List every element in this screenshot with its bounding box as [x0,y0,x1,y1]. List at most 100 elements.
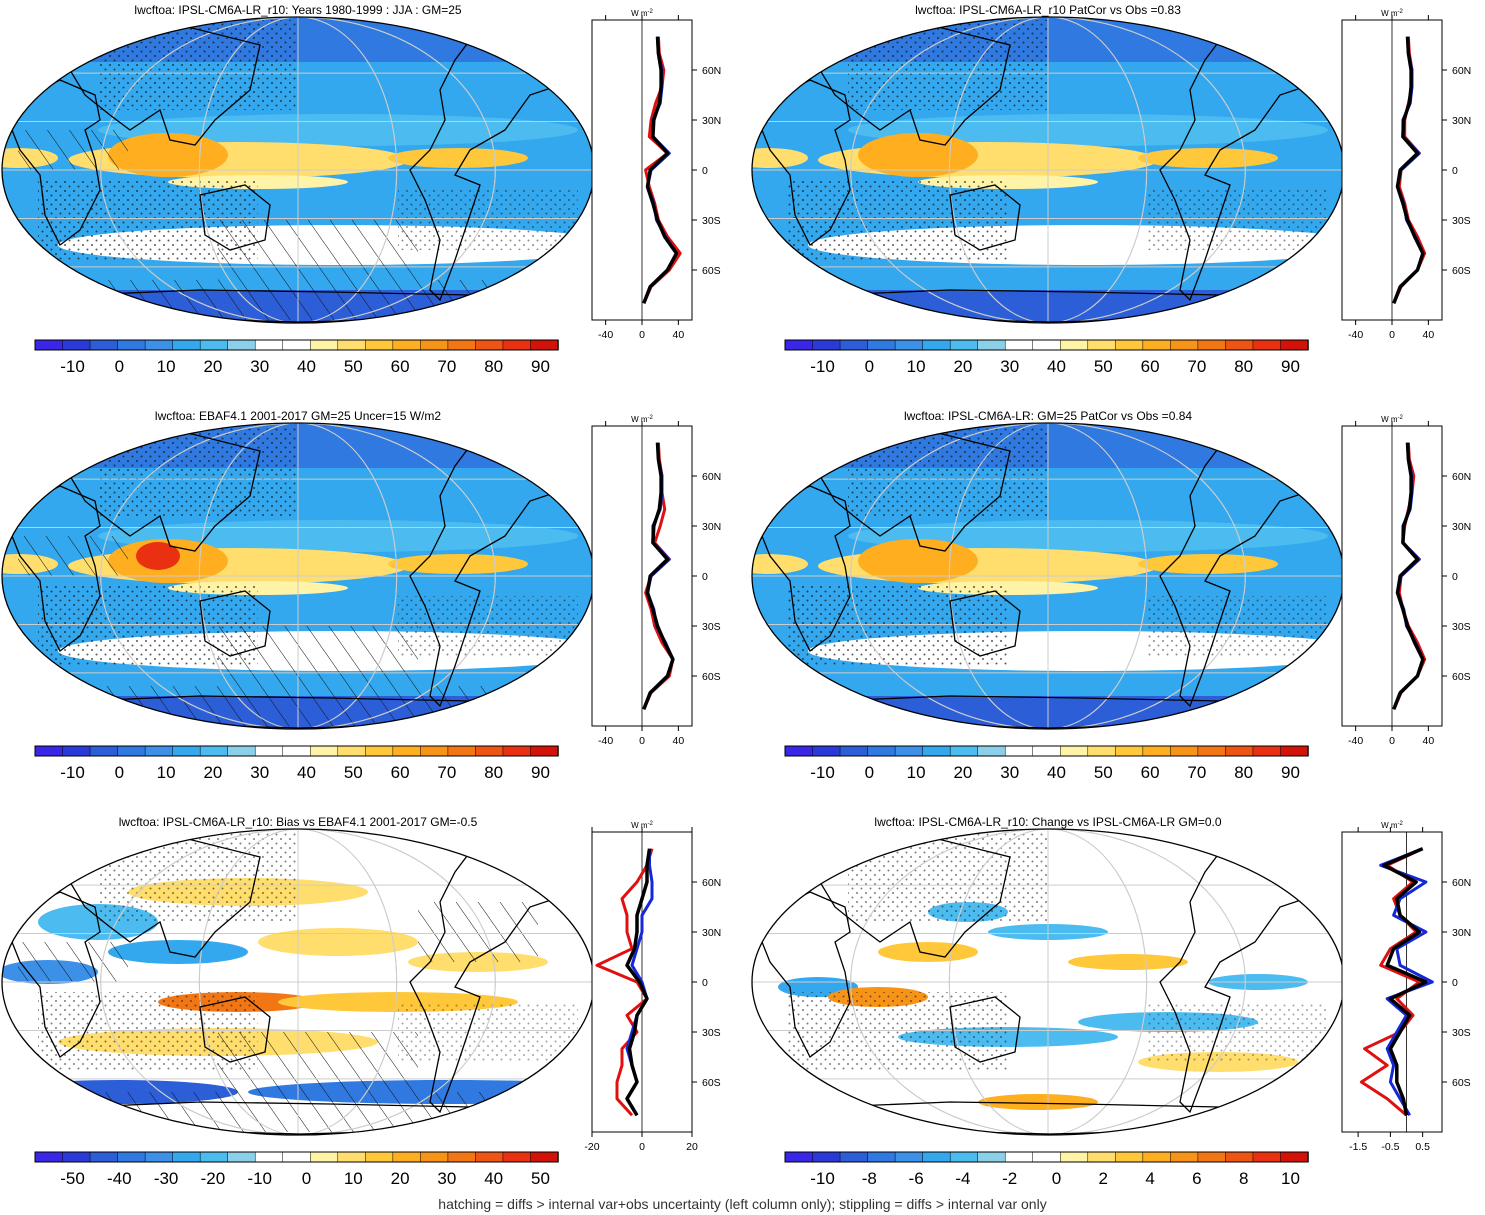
colorbar-swatch [1004,1151,1034,1163]
coastline-outline [809,836,1011,958]
coastline-outline [9,485,101,652]
colorbar-swatch [1032,745,1062,757]
colorbar-label: 80 [484,763,503,782]
colorbar-label: 50 [1094,357,1113,376]
colorbar-label: 70 [437,763,456,782]
colorbar-label: 90 [1281,763,1300,782]
colorbar: -10 -8 -6 -4 -2 0 2 4 6 8 10 [784,1151,1309,1188]
colorbar-swatch [812,339,841,351]
profile-x-label: 0 [639,735,645,747]
colorbar-label: 40 [1047,763,1066,782]
profile-x-label: -40 [598,735,613,747]
colorbar-label: 20 [203,763,222,782]
profile-x-label: -1.5 [1349,1141,1367,1153]
colorbar-swatch [1225,1151,1254,1163]
colorbar-label: 50 [344,357,363,376]
profile-x-label: -20 [584,1141,599,1153]
colorbar-label: -10 [810,357,835,376]
profile-line-model [595,848,654,1117]
colorbar-swatch [420,1151,449,1163]
gridline-lon [850,17,1246,323]
colorbar-label: 0 [865,357,874,376]
profile-x-label: -0.5 [1381,1141,1399,1153]
colorbar-swatch [62,1151,91,1163]
colorbar-swatch [812,745,841,757]
profile-x-label: 40 [673,329,685,341]
colorbar-frame [784,745,1309,757]
profile-line-model [1359,847,1424,1117]
profile-unit-exp: -2 [1398,821,1404,827]
colorbar-label: 50 [344,763,363,782]
field-max [136,542,180,570]
field-band-arctic [2,423,594,468]
colorbar-label: 6 [1192,1169,1201,1188]
profile-unit: W m-2 [631,821,653,830]
colorbar: -10 0 10 20 30 40 50 60 70 80 90 [34,339,559,376]
colorbar-swatch [502,745,532,757]
colorbar-label: 2 [1099,1169,1108,1188]
colorbar-swatch [1004,339,1034,351]
profile-x-label: 0 [1389,329,1395,341]
profile-unit: W m-2 [631,9,653,18]
colorbar-label: 10 [157,357,176,376]
colorbar-label: 90 [1281,357,1300,376]
coastline-outline [949,996,1021,1063]
map-title: lwcftoa: EBAF4.1 2001-2017 GM=25 Uncer=1… [155,409,441,423]
colorbar-label: 80 [1234,763,1253,782]
coastline-outline [59,836,261,958]
colorbar-swatch [447,1151,477,1163]
colorbar-swatch [254,745,284,757]
colorbar-swatch [1060,339,1089,351]
colorbar-swatch [1087,1151,1117,1163]
colorbar-swatch [1060,745,1089,757]
profile-unit-exp: -2 [648,821,654,827]
colorbar-label: 70 [1187,357,1206,376]
colorbar-swatch [365,745,394,757]
colorbar-swatch [502,339,532,351]
colorbar-swatch [502,1151,532,1163]
profile-lat-label: 60S [702,671,721,683]
colorbar-swatch [34,339,64,351]
hatch-region [218,1032,418,1092]
map-panel: lwcftoa: IPSL-CM6A-LR: GM=25 PatCor vs O… [751,409,1345,782]
colorbar-swatch [392,339,422,351]
gridline-lon [198,829,398,1135]
colorbar-label: 40 [297,763,316,782]
profile-lat-label: 30S [702,621,721,633]
colorbar-label: 60 [391,357,410,376]
map-panel: lwcftoa: EBAF4.1 2001-2017 GM=25 Uncer=1… [1,409,595,782]
profile-unit-exp: -2 [648,415,654,421]
colorbar-label: 30 [437,1169,456,1188]
profile-x-label: 40 [1423,735,1435,747]
colorbar-swatch [310,745,339,757]
colorbar-swatch [447,745,477,757]
colorbar-swatch [420,339,449,351]
colorbar-swatch [867,339,896,351]
colorbar-label: 20 [953,763,972,782]
map-panel: lwcftoa: IPSL-CM6A-LR_r10: Change vs IPS… [751,815,1345,1188]
profile-unit-exp: -2 [1398,9,1404,15]
coastline-outline [59,24,261,146]
field-band-arctic [752,423,1344,468]
colorbar-swatch [475,339,504,351]
colorbar-swatch [1280,1151,1309,1163]
colorbar-swatch [784,339,814,351]
profile-x-label: 20 [686,1141,698,1153]
colorbar-label: 80 [1234,357,1253,376]
colorbar-label: 0 [1052,1169,1061,1188]
colorbar-label: 10 [157,763,176,782]
profile-lat-label: 60N [1452,65,1471,77]
colorbar-swatch [199,339,229,351]
map-title: lwcftoa: IPSL-CM6A-LR_r10: Change vs IPS… [874,815,1221,829]
colorbar-swatch [282,745,312,757]
profile-x-label: -40 [1348,329,1363,341]
gridline-lon [850,423,1246,729]
colorbar-swatch [977,339,1006,351]
colorbar-swatch [894,745,924,757]
profile-unit-base: W m [1381,9,1398,18]
coastline-outline [949,184,1021,251]
profile-x-label: 40 [1423,329,1435,341]
profile-lat-label: 0 [702,571,708,583]
colorbar-swatch [117,745,146,757]
